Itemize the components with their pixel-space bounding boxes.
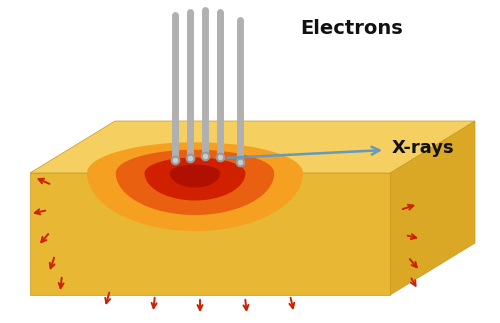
Polygon shape xyxy=(116,173,274,215)
Polygon shape xyxy=(87,142,303,173)
Text: Electrons: Electrons xyxy=(300,18,403,37)
Polygon shape xyxy=(30,173,390,295)
Polygon shape xyxy=(144,158,246,173)
Polygon shape xyxy=(390,121,475,295)
Polygon shape xyxy=(30,121,475,173)
Polygon shape xyxy=(144,173,246,201)
Polygon shape xyxy=(87,173,303,231)
Polygon shape xyxy=(170,165,220,173)
Polygon shape xyxy=(116,150,274,173)
Polygon shape xyxy=(170,173,220,188)
Text: X-rays: X-rays xyxy=(392,139,454,157)
